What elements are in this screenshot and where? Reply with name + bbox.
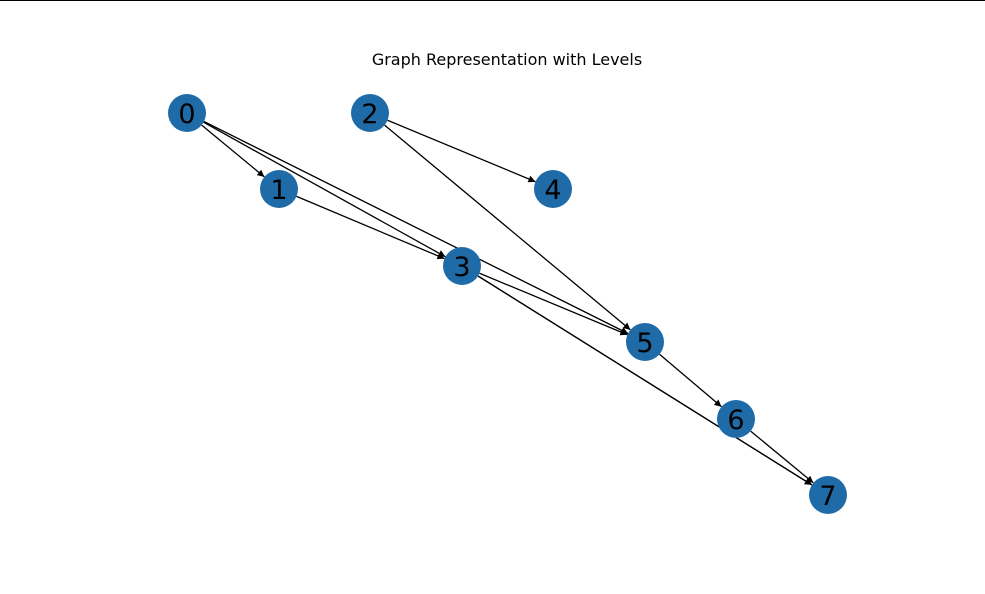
node-1: 1 (260, 170, 298, 208)
node-label-3: 3 (453, 252, 470, 283)
node-6: 6 (717, 400, 755, 438)
edge-2-5 (384, 124, 631, 331)
edge-1-3 (296, 195, 445, 260)
node-5: 5 (626, 323, 664, 361)
graph-title: Graph Representation with Levels (372, 50, 642, 69)
node-circle-0 (168, 94, 206, 132)
edge-0-5 (203, 120, 629, 335)
node-circle-4 (534, 170, 572, 208)
edge-0-3 (203, 121, 446, 258)
node-label-2: 2 (361, 99, 378, 130)
node-0: 0 (168, 94, 206, 132)
top-border-line (0, 0, 985, 1)
edge-6-7 (750, 430, 814, 484)
edges-layer (201, 119, 814, 486)
node-2: 2 (351, 94, 389, 132)
node-circle-7 (809, 476, 847, 514)
node-circle-1 (260, 170, 298, 208)
node-label-6: 6 (727, 405, 744, 436)
node-7: 7 (809, 476, 847, 514)
node-label-4: 4 (544, 175, 561, 206)
edge-3-5 (479, 272, 628, 336)
edge-3-7 (477, 275, 813, 486)
node-circle-5 (626, 323, 664, 361)
node-label-5: 5 (636, 328, 653, 359)
node-circle-2 (351, 94, 389, 132)
node-label-0: 0 (178, 99, 195, 130)
node-circle-3 (443, 247, 481, 285)
edge-0-1 (201, 124, 265, 178)
node-label-7: 7 (819, 481, 836, 512)
node-label-1: 1 (270, 175, 287, 206)
node-circle-6 (717, 400, 755, 438)
node-4: 4 (534, 170, 572, 208)
nodes-layer: 0 1 2 3 4 5 6 7 (168, 94, 847, 514)
node-3: 3 (443, 247, 481, 285)
edge-2-4 (387, 119, 536, 183)
edge-5-6 (659, 353, 722, 408)
